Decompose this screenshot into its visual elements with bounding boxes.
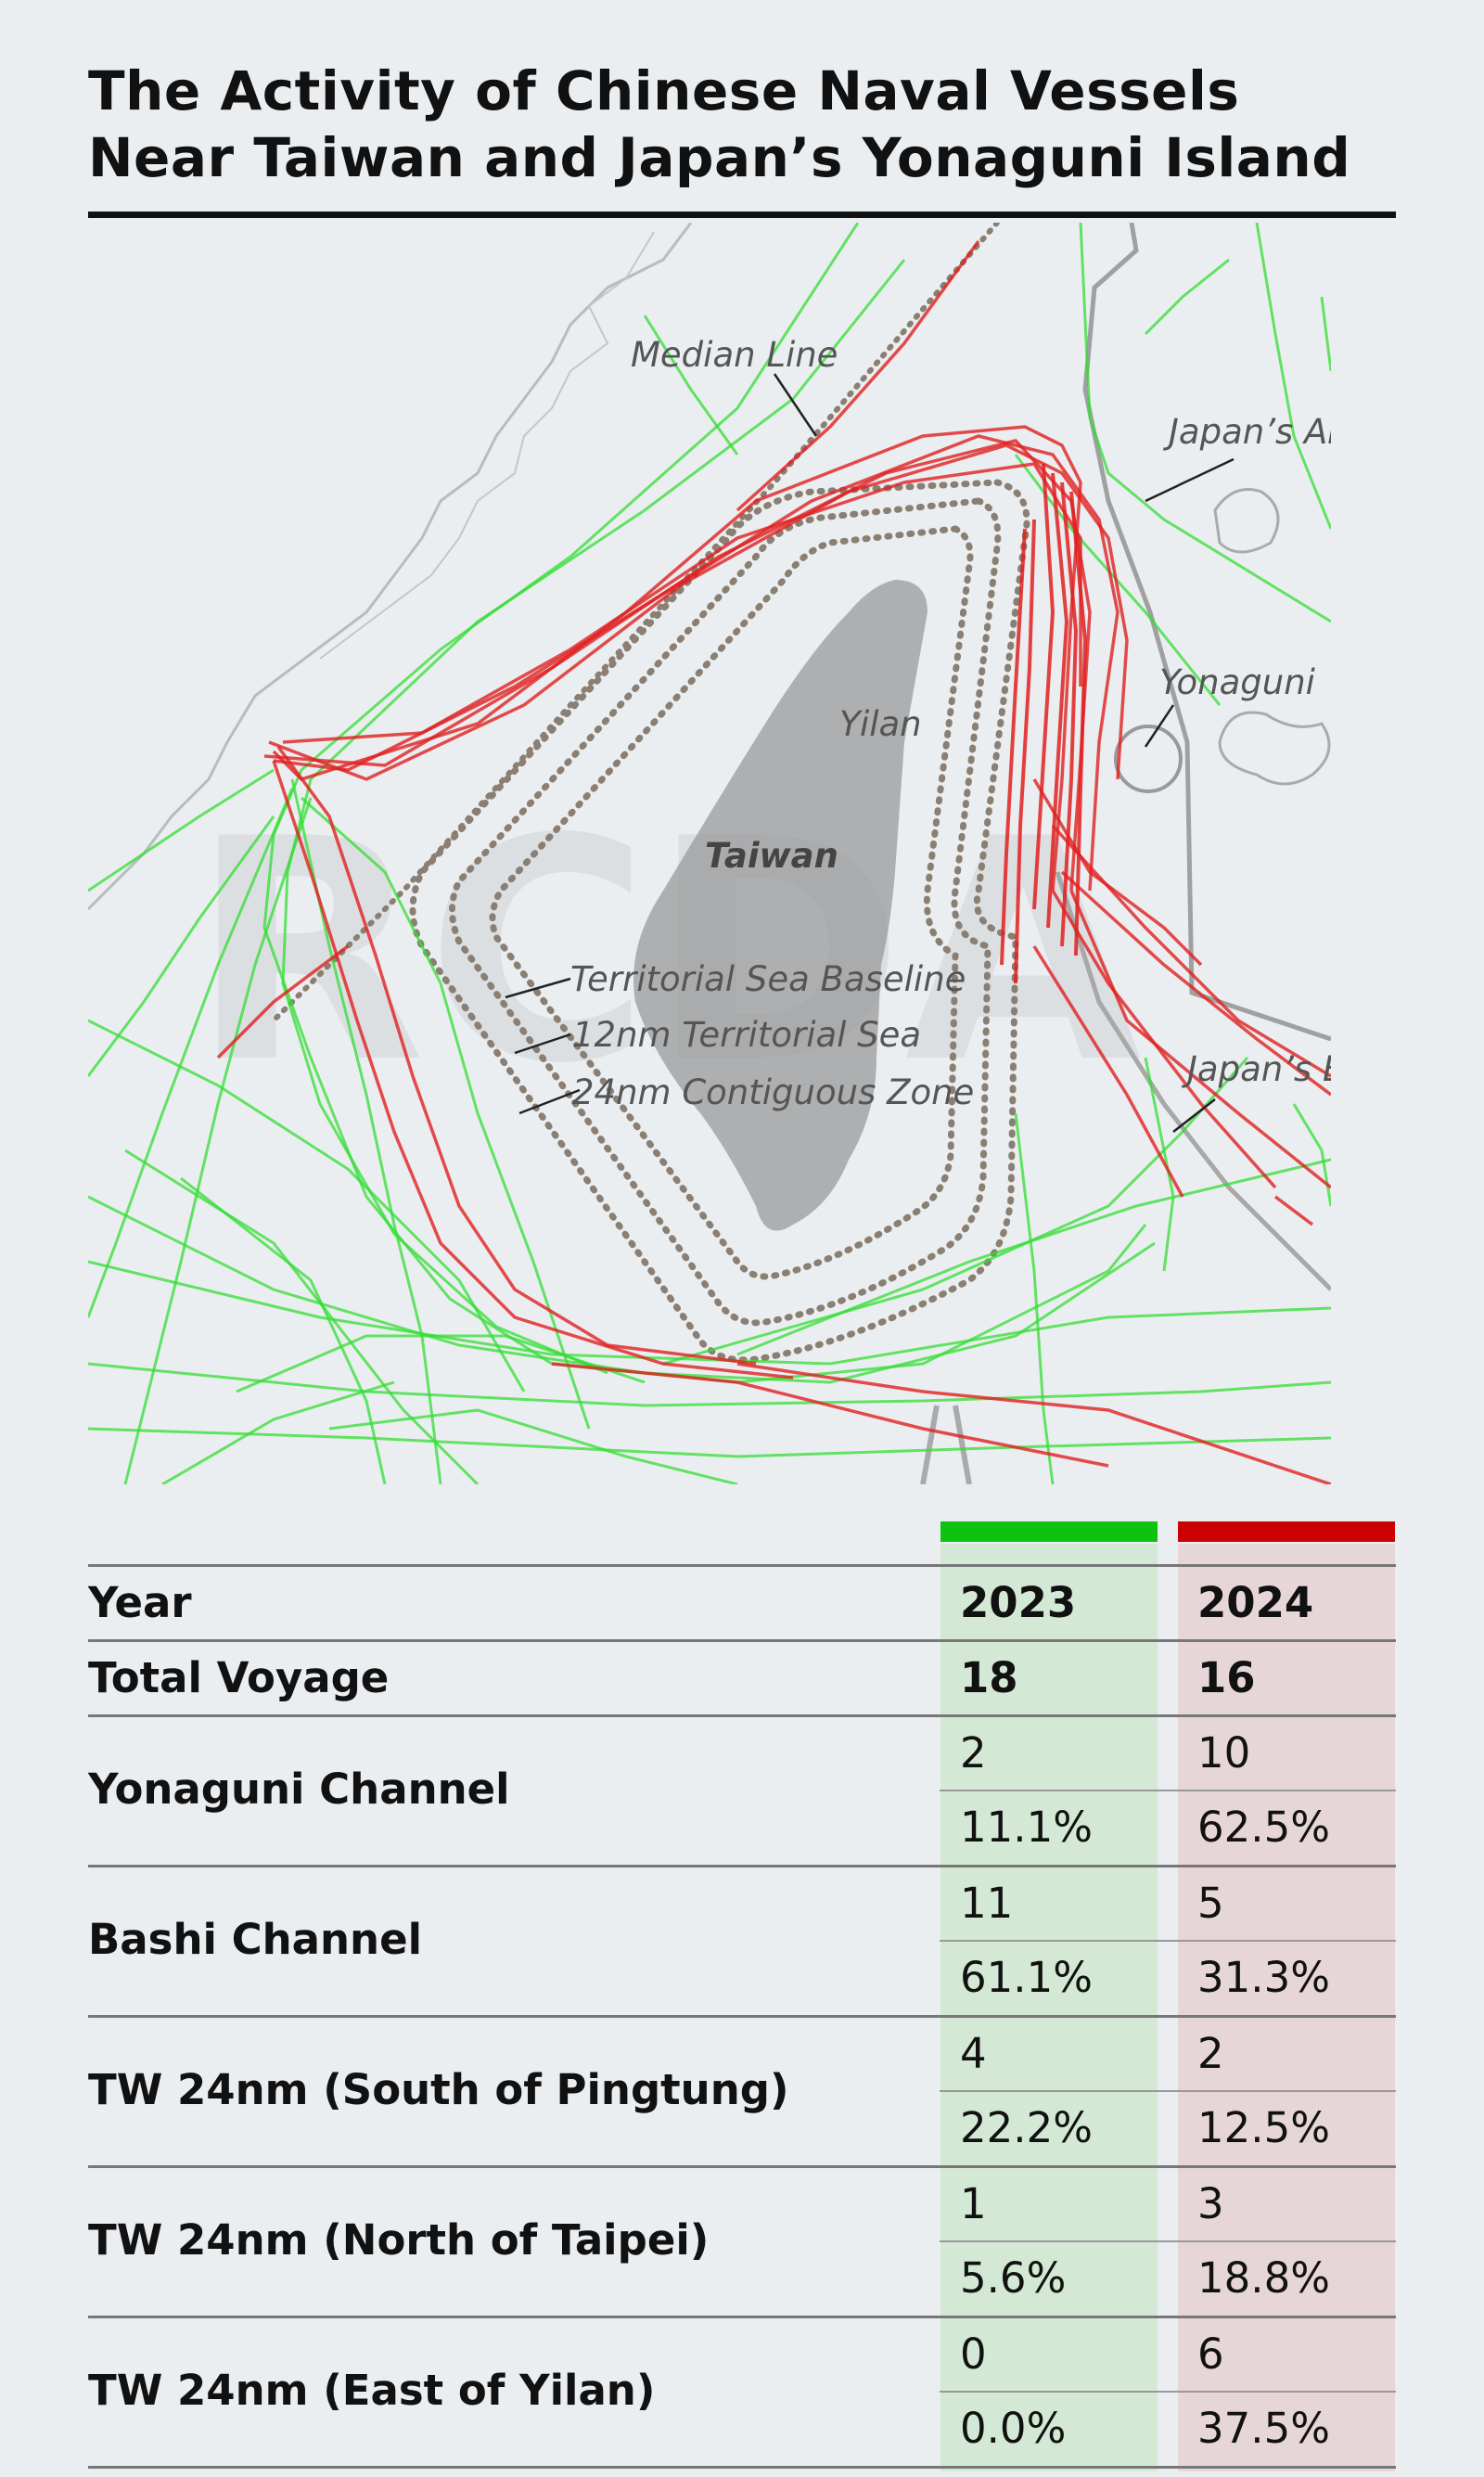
percent-2024: 37.5% [1197, 2404, 1330, 2453]
count-2023: 11 [960, 1879, 1014, 1928]
percent-2024: 31.3% [1197, 1953, 1330, 2002]
total-2024: 16 [1197, 1653, 1256, 1702]
row-label: TW 24nm (East of Yilan) [88, 2366, 656, 2415]
count-2024: 3 [1197, 2179, 1224, 2228]
total-2023: 18 [960, 1653, 1018, 1702]
taiwan-label: Taiwan [705, 836, 838, 876]
count-2024: 6 [1197, 2329, 1224, 2379]
table-row: TW 24nm (East of Yilan) 0 6 0.0% 37.5% [88, 2316, 1396, 2466]
percent-2023: 22.2% [960, 2103, 1093, 2152]
count-2023: 1 [960, 2179, 987, 2228]
yonaguni-label: Yonaguni [1159, 662, 1316, 702]
page-title: The Activity of Chinese Naval Vessels Ne… [88, 58, 1405, 191]
row-label: TW 24nm (South of Pingtung) [88, 2065, 789, 2114]
china-coastline-inner [319, 231, 655, 660]
table-row: Yonaguni Channel 2 10 11.1% 62.5% [88, 1714, 1396, 1865]
japan-eez-label: Japan’s EEZ [1181, 1049, 1331, 1089]
territorial-sea-ring [449, 497, 1002, 1327]
table-bottom-rule [88, 2466, 1396, 2469]
header-2024: 2024 [1197, 1578, 1314, 1627]
percent-2024: 12.5% [1197, 2103, 1330, 2152]
header-label: Year [88, 1578, 192, 1627]
legend-2024-swatch [1178, 1521, 1395, 1542]
median-line-label: Median Line [631, 335, 838, 375]
percent-2023: 0.0% [960, 2404, 1067, 2453]
taiwan-island [633, 580, 928, 1231]
table-header-row: Year 2023 2024 [88, 1564, 1396, 1639]
china-coastline [88, 223, 693, 911]
contiguous-zone-label: 24nm Contiguous Zone [572, 1072, 974, 1112]
title-line-1: The Activity of Chinese Naval Vessels [88, 59, 1240, 122]
voyage-table: Year 2023 2024 Total Voyage 18 16 Yonagu… [88, 1564, 1396, 2469]
title-divider [88, 212, 1396, 218]
row-label: TW 24nm (North of Taipei) [88, 2215, 710, 2265]
percent-2023: 61.1% [960, 1953, 1093, 2002]
title-line-2: Near Taiwan and Japan’s Yonaguni Island [88, 126, 1351, 189]
header-2023: 2023 [960, 1578, 1077, 1627]
territorial-sea-label: 12nm Territorial Sea [572, 1015, 921, 1055]
total-voyage-row: Total Voyage 18 16 [88, 1639, 1396, 1714]
count-2023: 2 [960, 1728, 987, 1778]
table-row: Bashi Channel 11 5 61.1% 31.3% [88, 1865, 1396, 2015]
map-svg: RCDA [88, 223, 1331, 1484]
japan-islands [1213, 488, 1331, 786]
tracks-2023 [88, 223, 1331, 1484]
japan-eez-boundary [1055, 871, 1331, 1291]
leader-lines [505, 373, 1235, 1133]
japan-adiz-label: Japan’s ADIZ [1162, 412, 1331, 452]
yonaguni-marker [1114, 725, 1183, 793]
count-2024: 2 [1197, 2029, 1224, 2078]
contiguous-zone-ring [409, 479, 1030, 1364]
count-2024: 5 [1197, 1879, 1224, 1928]
percent-2023: 5.6% [960, 2253, 1067, 2303]
baseline-label: Territorial Sea Baseline [570, 959, 966, 999]
percent-2024: 18.8% [1197, 2253, 1330, 2303]
table-row: TW 24nm (North of Taipei) 1 3 5.6% 18.8% [88, 2165, 1396, 2316]
count-2023: 4 [960, 2029, 987, 2078]
vessel-track-map: RCDA [88, 223, 1331, 1484]
median-line [271, 223, 1000, 1023]
yilan-label: Yilan [839, 704, 922, 744]
table-row: TW 24nm (South of Pingtung) 4 2 22.2% 12… [88, 2015, 1396, 2165]
total-label: Total Voyage [88, 1653, 390, 1702]
legend-2023-swatch [940, 1521, 1158, 1542]
row-label: Bashi Channel [88, 1915, 423, 1964]
count-2023: 0 [960, 2329, 987, 2379]
south-boundary [920, 1405, 972, 1484]
row-label: Yonaguni Channel [88, 1765, 510, 1814]
percent-2023: 11.1% [960, 1803, 1093, 1852]
japan-adiz-boundary [1082, 223, 1331, 1042]
count-2024: 10 [1197, 1728, 1251, 1778]
percent-2024: 62.5% [1197, 1803, 1330, 1852]
baseline-ring [489, 525, 974, 1280]
tracks-2024-east-band [1000, 463, 1088, 984]
